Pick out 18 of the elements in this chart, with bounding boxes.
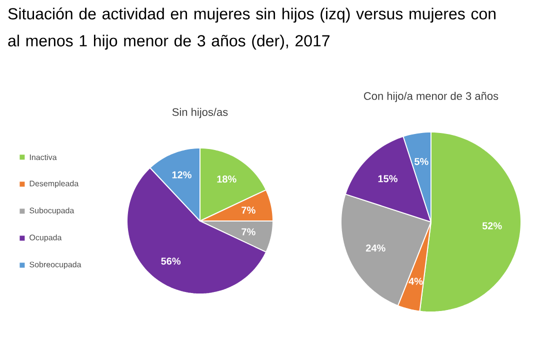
legend-label: Inactiva xyxy=(30,154,57,160)
chart-subtitle: Con hijo/a menor de 3 años xyxy=(364,92,498,102)
legend-label: Subocupada xyxy=(30,207,74,215)
data-label: 7% xyxy=(242,228,256,236)
data-label: 12% xyxy=(172,171,192,178)
data-label: 15% xyxy=(378,175,398,182)
data-label: 18% xyxy=(217,176,236,183)
data-label: 56% xyxy=(161,258,181,265)
legend-label: Ocupada xyxy=(30,234,62,242)
chart-title: Situación de actividad en mujeres sin hijos (izq) versus mujeres con al menos 1 hijo menor de 3 años (der), 2017 xyxy=(8,8,496,50)
legend-label: Sobreocupada xyxy=(30,261,82,269)
data-label: 7% xyxy=(242,206,256,214)
data-label: 24% xyxy=(366,244,386,252)
data-label: 4% xyxy=(408,278,423,285)
data-label: 52% xyxy=(482,222,502,230)
legend-label: Desempleada xyxy=(30,180,79,188)
data-label: 5% xyxy=(414,158,428,166)
chart-subtitle: Sin hijos/as xyxy=(172,108,228,118)
